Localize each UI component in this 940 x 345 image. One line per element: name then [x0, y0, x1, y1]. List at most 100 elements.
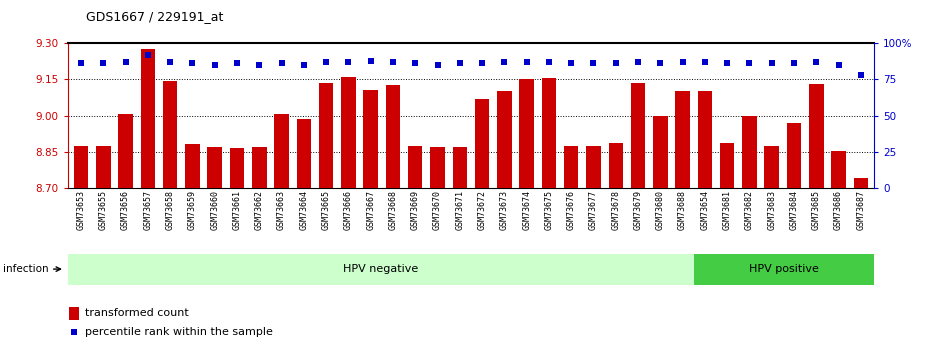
Bar	[252, 147, 267, 188]
Point	[697, 59, 713, 65]
Text: GSM73661: GSM73661	[232, 190, 242, 230]
Point	[652, 61, 667, 66]
Point	[252, 62, 267, 68]
Text: GSM73666: GSM73666	[344, 190, 352, 230]
Point	[631, 59, 646, 65]
Bar	[68, 254, 694, 285]
Text: GSM73657: GSM73657	[144, 190, 152, 230]
Text: GDS1667 / 229191_at: GDS1667 / 229191_at	[86, 10, 224, 23]
Text: GSM73662: GSM73662	[255, 190, 264, 230]
Text: GSM73667: GSM73667	[367, 190, 375, 230]
Text: GSM73668: GSM73668	[388, 190, 398, 230]
Bar	[431, 147, 445, 188]
Text: GSM73679: GSM73679	[634, 190, 643, 230]
Point	[720, 61, 735, 66]
Point	[408, 61, 423, 66]
Bar	[141, 49, 155, 188]
Bar	[541, 78, 556, 188]
Point	[118, 59, 133, 65]
Text: GSM73674: GSM73674	[522, 190, 531, 230]
Bar	[229, 148, 244, 188]
Text: GSM73669: GSM73669	[411, 190, 420, 230]
Point	[764, 61, 779, 66]
Text: HPV negative: HPV negative	[343, 264, 418, 274]
Bar	[694, 254, 874, 285]
Text: GSM73678: GSM73678	[611, 190, 620, 230]
Point	[385, 59, 400, 65]
Bar	[69, 307, 79, 319]
Bar	[274, 114, 289, 188]
Point	[363, 58, 378, 63]
Text: GSM73663: GSM73663	[277, 190, 286, 230]
Text: GSM73658: GSM73658	[165, 190, 175, 230]
Bar	[587, 146, 601, 188]
Bar	[408, 146, 422, 188]
Bar	[675, 91, 690, 188]
Text: GSM73665: GSM73665	[321, 190, 331, 230]
Text: GSM73675: GSM73675	[544, 190, 554, 230]
Bar	[163, 81, 178, 188]
Text: GSM73659: GSM73659	[188, 190, 197, 230]
Bar	[743, 116, 757, 188]
Point	[808, 59, 823, 65]
Bar	[185, 144, 199, 188]
Text: HPV positive: HPV positive	[749, 264, 819, 274]
Bar	[364, 90, 378, 188]
Text: GSM73685: GSM73685	[812, 190, 821, 230]
Point	[452, 61, 467, 66]
Text: transformed count: transformed count	[86, 308, 189, 318]
Point	[73, 61, 88, 66]
Point	[854, 72, 869, 78]
Text: percentile rank within the sample: percentile rank within the sample	[86, 327, 274, 337]
Text: GSM73673: GSM73673	[500, 190, 509, 230]
Text: GSM73687: GSM73687	[856, 190, 866, 230]
Bar	[118, 114, 133, 188]
Point	[430, 62, 445, 68]
Text: GSM73680: GSM73680	[656, 190, 665, 230]
Bar	[208, 147, 222, 188]
Point	[564, 61, 579, 66]
Text: GSM73655: GSM73655	[99, 190, 108, 230]
Point	[608, 61, 623, 66]
Text: GSM73682: GSM73682	[744, 190, 754, 230]
Bar	[475, 99, 490, 188]
Bar	[297, 119, 311, 188]
Bar	[520, 79, 534, 188]
Text: GSM73686: GSM73686	[834, 190, 843, 230]
Point	[207, 62, 222, 68]
Point	[787, 61, 802, 66]
Text: GSM73664: GSM73664	[299, 190, 308, 230]
Text: GSM73688: GSM73688	[678, 190, 687, 230]
Point	[675, 59, 690, 65]
Bar	[341, 77, 355, 188]
Bar	[96, 147, 111, 188]
Point	[96, 61, 111, 66]
Bar	[720, 144, 734, 188]
Text: infection: infection	[3, 264, 49, 274]
Bar	[385, 85, 400, 188]
Text: GSM73671: GSM73671	[455, 190, 464, 230]
Point	[163, 59, 178, 65]
Bar	[631, 83, 645, 188]
Point	[185, 61, 200, 66]
Text: GSM73660: GSM73660	[211, 190, 219, 230]
Point	[296, 62, 311, 68]
Bar	[854, 178, 868, 188]
Bar	[564, 146, 578, 188]
Point	[586, 61, 601, 66]
Text: GSM73653: GSM73653	[76, 190, 86, 230]
Text: GSM73654: GSM73654	[700, 190, 710, 230]
Point	[497, 59, 512, 65]
Text: GSM73684: GSM73684	[790, 190, 798, 230]
Point	[229, 61, 244, 66]
Bar	[319, 83, 334, 188]
Bar	[452, 147, 467, 188]
Point	[341, 59, 356, 65]
Bar	[608, 144, 623, 188]
Bar	[697, 91, 713, 188]
Bar	[787, 123, 801, 188]
Bar	[764, 146, 779, 188]
Point	[541, 59, 556, 65]
Text: GSM73676: GSM73676	[567, 190, 575, 230]
Point	[742, 61, 757, 66]
